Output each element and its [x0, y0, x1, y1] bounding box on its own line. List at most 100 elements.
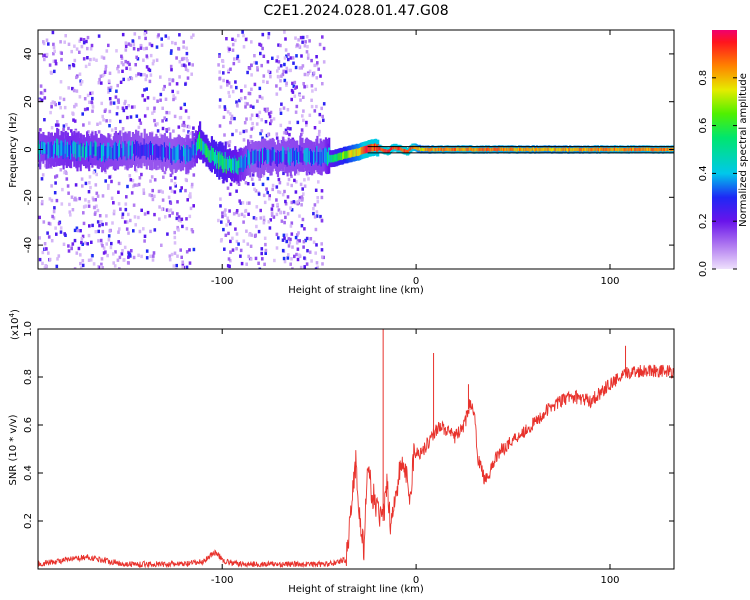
noise-speck — [87, 258, 91, 262]
noise-speck — [43, 242, 47, 246]
noise-speck — [146, 96, 150, 100]
noise-speck — [182, 40, 185, 44]
noise-speck — [255, 224, 258, 229]
noise-speck — [127, 252, 131, 256]
noise-speck — [73, 119, 77, 123]
noise-speck — [102, 118, 105, 122]
trace-core — [545, 147, 548, 152]
noise-speck — [270, 119, 273, 123]
noise-speck — [61, 114, 65, 119]
noise-speck — [102, 246, 106, 250]
noise-speck — [157, 33, 160, 37]
noise-speck — [218, 105, 222, 109]
noise-speck — [178, 60, 182, 64]
noise-speck — [139, 73, 143, 77]
noise-speck — [180, 255, 183, 259]
noise-speck — [294, 190, 298, 194]
noise-speck — [86, 93, 90, 98]
y-tick-label: -40 — [23, 237, 34, 253]
noise-speck — [258, 42, 261, 47]
noise-speck — [306, 249, 309, 253]
noise-speck — [54, 175, 57, 179]
noise-speck — [300, 203, 303, 207]
noise-speck — [107, 86, 110, 91]
noise-speck — [152, 59, 155, 63]
noise-speck — [299, 182, 303, 187]
noise-speck — [294, 201, 297, 205]
noise-speck — [54, 62, 58, 66]
noise-speck — [88, 121, 91, 125]
noise-speck — [73, 267, 77, 269]
noise-speck — [181, 224, 184, 229]
noise-speck — [94, 183, 98, 187]
noise-speck — [227, 81, 231, 85]
noise-speck — [275, 84, 278, 88]
noise-speck — [72, 63, 76, 68]
noise-speck — [124, 41, 128, 45]
noise-speck — [293, 80, 297, 85]
noise-speck — [100, 262, 103, 266]
noise-speck — [302, 245, 305, 249]
noise-speck — [92, 262, 96, 266]
noise-speck — [143, 32, 147, 36]
noise-speck — [320, 195, 324, 200]
noise-speck — [132, 203, 136, 207]
noise-speck — [320, 219, 324, 223]
trace-core — [585, 147, 588, 152]
noise-speck — [63, 232, 66, 236]
figure-title: C2E1.2024.028.01.47.G08 — [263, 3, 448, 19]
noise-speck — [305, 84, 309, 89]
noise-speck — [277, 43, 280, 47]
noise-speck — [226, 141, 230, 145]
noise-speck — [260, 251, 263, 256]
noise-speck — [306, 56, 310, 60]
noise-speck — [269, 121, 272, 126]
noise-speck — [251, 121, 254, 126]
noise-speck — [127, 255, 130, 259]
noise-speck — [292, 61, 295, 65]
noise-speck — [50, 239, 54, 243]
noise-speck — [173, 235, 177, 240]
noise-speck — [81, 263, 85, 268]
noise-speck — [255, 122, 259, 126]
noise-speck — [283, 30, 286, 34]
noise-speck — [242, 129, 246, 134]
snr-panel: -100 0 100 0.2 0.4 0.6 0.8 1.0 Height of strai… — [8, 309, 675, 595]
noise-speck — [186, 76, 190, 80]
noise-speck — [259, 208, 262, 213]
noise-speck — [221, 59, 225, 63]
noise-speck — [297, 38, 300, 42]
trace-core — [89, 144, 92, 157]
noise-speck — [38, 215, 41, 220]
trace-core — [73, 140, 76, 157]
noise-speck — [85, 39, 88, 44]
noise-speck — [229, 120, 232, 125]
noise-speck — [65, 177, 69, 181]
noise-speck — [120, 56, 124, 60]
noise-speck — [286, 256, 290, 260]
noise-speck — [79, 37, 83, 41]
noise-speck — [219, 204, 222, 208]
noise-speck — [315, 55, 318, 59]
noise-speck — [217, 218, 220, 223]
noise-speck — [246, 182, 250, 186]
noise-speck — [190, 185, 194, 189]
noise-speck — [86, 46, 89, 51]
noise-speck — [225, 223, 228, 227]
noise-speck — [179, 189, 182, 193]
noise-speck — [188, 194, 191, 198]
noise-speck — [124, 59, 127, 64]
noise-speck — [296, 120, 300, 125]
noise-speck — [164, 34, 168, 38]
noise-speck — [41, 199, 44, 204]
trace-core — [250, 151, 253, 165]
noise-speck — [119, 241, 122, 245]
noise-speck — [235, 85, 238, 90]
noise-speck — [73, 44, 76, 48]
noise-speck — [248, 201, 251, 205]
noise-speck — [38, 98, 41, 102]
noise-speck — [78, 50, 81, 54]
noise-speck — [143, 114, 147, 118]
noise-speck — [239, 131, 242, 135]
